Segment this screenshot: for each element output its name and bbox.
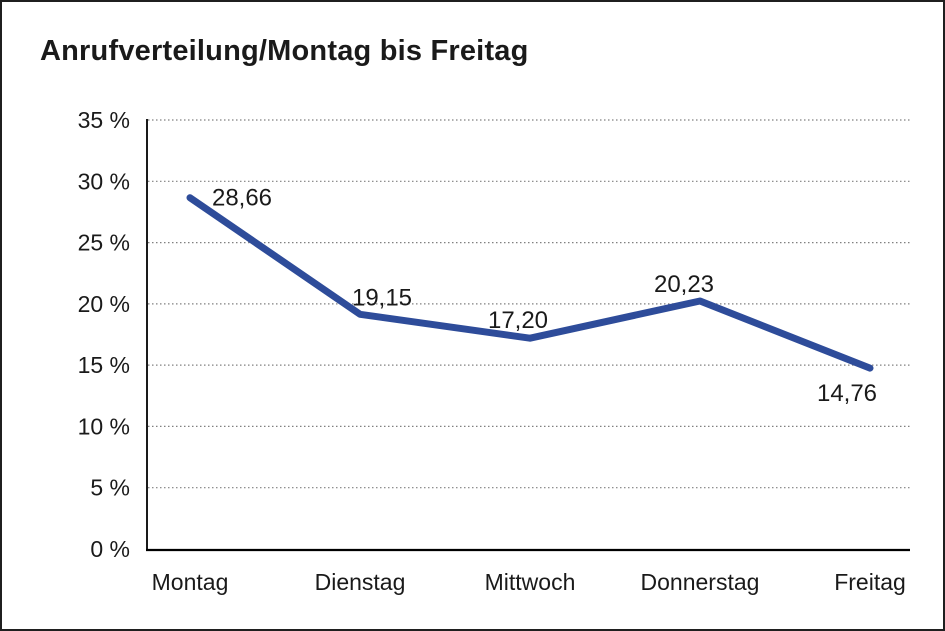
x-category-label: Mittwoch bbox=[485, 569, 576, 595]
y-tick-label: 10 % bbox=[78, 413, 130, 439]
data-point-label: 14,76 bbox=[817, 380, 877, 407]
x-category-label: Donnerstag bbox=[641, 569, 760, 595]
x-category-label: Dienstag bbox=[315, 569, 406, 595]
x-category-label: Freitag bbox=[834, 569, 906, 595]
series-line bbox=[186, 194, 874, 372]
y-tick-label: 15 % bbox=[78, 352, 130, 378]
x-axis-category-labels: Montag Dienstag Mittwoch Donnerstag Freitag bbox=[152, 569, 906, 595]
data-point-label: 28,66 bbox=[212, 185, 272, 212]
y-axis-tick-labels: 0 % 5 % 10 % 15 % 20 % 25 % 30 % 35 % bbox=[78, 107, 130, 562]
y-tick-label: 25 % bbox=[78, 230, 130, 256]
y-tick-label: 30 % bbox=[78, 168, 130, 194]
chart-title: Anrufverteilung/Montag bis Freitag bbox=[40, 35, 529, 67]
y-tick-label: 35 % bbox=[78, 107, 130, 133]
series-line-group bbox=[186, 194, 874, 372]
data-point-label: 19,15 bbox=[352, 284, 412, 311]
axes bbox=[146, 119, 910, 552]
gridlines bbox=[148, 119, 910, 489]
y-tick-label: 0 % bbox=[90, 536, 130, 562]
data-point-label: 20,23 bbox=[654, 271, 714, 298]
data-point-labels: 28,66 19,15 17,20 20,23 14,76 bbox=[212, 185, 877, 407]
y-tick-label: 5 % bbox=[90, 475, 130, 501]
y-tick-label: 20 % bbox=[78, 291, 130, 317]
data-point-label: 17,20 bbox=[488, 307, 548, 334]
x-category-label: Montag bbox=[152, 569, 229, 595]
